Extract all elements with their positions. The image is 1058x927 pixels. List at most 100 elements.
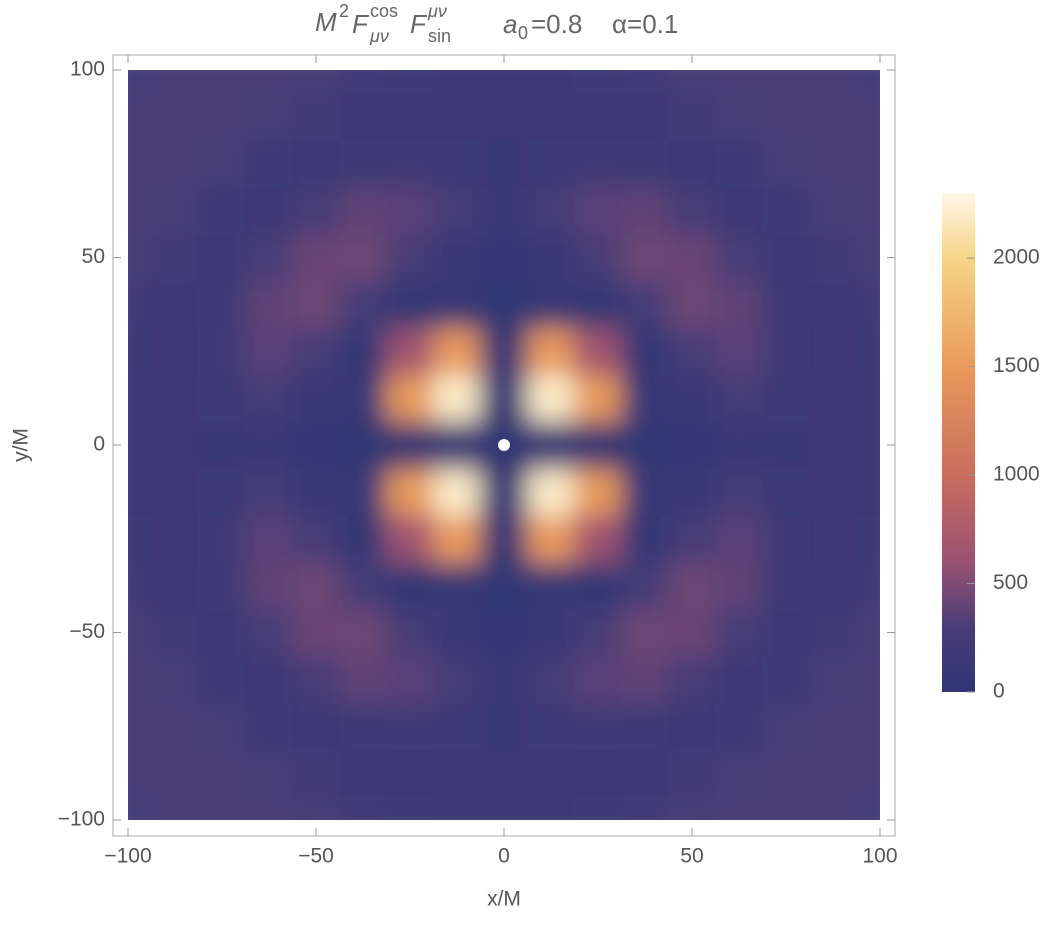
cell [292,514,340,563]
colorbar-tick-label: 500 [993,571,1028,594]
cell [128,374,152,423]
cell [762,92,810,141]
cell [809,70,857,94]
cell [386,233,434,282]
cell [480,233,528,282]
cell [856,561,880,610]
cell [621,796,669,820]
cell [762,514,810,563]
cell [856,421,880,469]
cell [151,139,199,188]
cell [386,186,434,235]
cell [809,233,857,282]
origin-dot [498,439,510,451]
cell [198,702,246,751]
cell [245,655,293,704]
density [128,70,880,820]
cell [198,280,246,329]
title: μν [427,1,447,21]
cell [480,280,528,329]
cell [527,749,575,798]
cell [128,139,152,188]
cell [151,280,199,329]
cell [715,608,763,657]
cell [198,233,246,282]
cell [128,514,152,563]
title: sin [428,26,451,46]
cell [386,702,434,751]
cell [621,467,669,516]
cell [574,233,622,282]
cell [433,186,481,235]
cell [809,280,857,329]
cell [339,374,387,423]
title: 2 [339,1,349,21]
cell [715,92,763,141]
cell [527,280,575,329]
cell [762,655,810,704]
cell [292,280,340,329]
cell [715,186,763,235]
cell [809,374,857,423]
cell [574,702,622,751]
cell [527,561,575,610]
cell [386,561,434,610]
cell [433,796,481,820]
cell [809,749,857,798]
cell [386,655,434,704]
cell [574,796,622,820]
cell [856,514,880,563]
cell [621,374,669,423]
cell [339,327,387,376]
cell [433,280,481,329]
x-axis-label: x/M [487,888,521,911]
cell [128,70,152,94]
title: α=0.1 [612,9,678,39]
cell [245,139,293,188]
cell [668,92,716,141]
y-tick-label: −100 [58,808,105,831]
cell [527,139,575,188]
cell [856,327,880,376]
cell [339,280,387,329]
cell [198,186,246,235]
cell [621,421,669,469]
cell [245,467,293,516]
cell [856,92,880,141]
cell [386,70,434,94]
cell [856,280,880,329]
cell [480,608,528,657]
colorbar-tick-label: 2000 [993,246,1040,269]
cell [386,421,434,469]
cell [245,608,293,657]
cell [809,796,857,820]
cell [762,561,810,610]
cell [527,186,575,235]
cell [668,421,716,469]
colorbar-tick-label: 0 [993,680,1005,703]
cell [386,374,434,423]
title: F [352,9,370,39]
cell [480,92,528,141]
cell [386,280,434,329]
cell [433,233,481,282]
cell [715,327,763,376]
colorbar-tick-label: 1000 [993,463,1040,486]
cell [715,280,763,329]
cell [668,327,716,376]
cell [198,139,246,188]
cell [433,70,481,94]
x-tick-label: 50 [680,845,703,868]
cell [151,70,199,94]
cell [339,421,387,469]
cell [574,186,622,235]
cell [668,608,716,657]
cell [527,702,575,751]
cell [480,186,528,235]
cell [128,421,152,469]
cell [621,233,669,282]
cell [151,655,199,704]
cell [245,186,293,235]
cell [292,561,340,610]
cell [198,374,246,423]
